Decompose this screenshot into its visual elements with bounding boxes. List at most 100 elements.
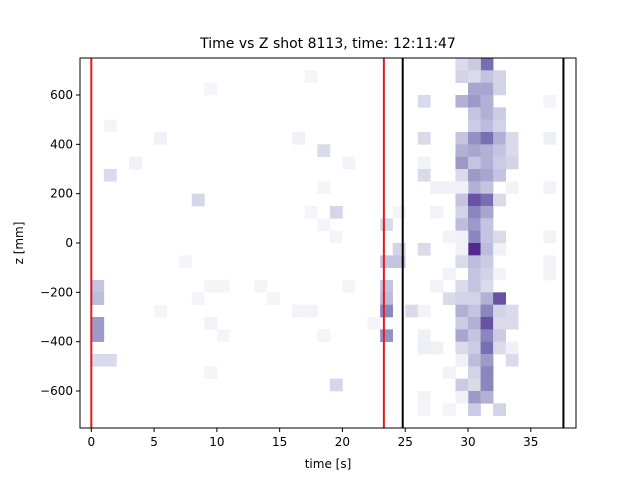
heatmap-cell <box>468 156 481 170</box>
heatmap-cell <box>329 378 343 392</box>
x-tick-label: 0 <box>87 435 95 449</box>
heatmap-cell <box>204 317 218 330</box>
heatmap-cell <box>480 132 494 145</box>
heatmap-cell <box>480 218 494 231</box>
heatmap-cell <box>455 181 469 194</box>
heatmap-cell <box>468 378 481 392</box>
heatmap-cell <box>455 317 469 330</box>
heatmap-cell <box>505 354 519 367</box>
heatmap-cell <box>417 95 431 108</box>
heatmap-cell <box>543 181 557 194</box>
y-axis-title: z [mm] <box>12 222 26 265</box>
heatmap-cell <box>480 341 494 355</box>
heatmap-cell <box>493 304 506 318</box>
heatmap-cell <box>191 292 205 305</box>
heatmap-cell <box>455 280 469 293</box>
heatmap-cell <box>468 280 481 293</box>
heatmap-cell <box>505 144 519 157</box>
heatmap-cell <box>480 58 494 71</box>
heatmap-cell <box>468 70 481 83</box>
heatmap-cell <box>468 119 481 133</box>
heatmap-cell <box>480 193 494 207</box>
heatmap-cell <box>154 304 167 318</box>
heatmap-cell <box>380 280 393 293</box>
heatmap-cell <box>442 181 456 194</box>
heatmap-cell <box>204 366 218 379</box>
heatmap-cell <box>480 366 494 379</box>
heatmap-cell <box>417 403 431 416</box>
heatmap-cell <box>468 58 481 71</box>
heatmap-cell <box>292 132 306 145</box>
x-axis-title: time [s] <box>305 457 352 471</box>
heatmap-cell <box>493 292 506 305</box>
heatmap-cell <box>254 280 268 293</box>
heatmap-cell <box>468 292 481 305</box>
heatmap-cell <box>480 144 494 157</box>
heatmap-cell <box>455 95 469 108</box>
x-tick-label: 10 <box>209 435 224 449</box>
heatmap-cell <box>455 378 469 392</box>
heatmap-cell <box>455 292 469 305</box>
heatmap-cell <box>442 267 456 281</box>
heatmap-cell <box>505 181 519 194</box>
heatmap-cell <box>493 329 506 342</box>
heatmap-cell <box>455 132 469 145</box>
y-tick-label: −200 <box>40 285 73 299</box>
heatmap-cell <box>480 292 494 305</box>
heatmap-cell <box>216 329 230 342</box>
heatmap-cell <box>468 267 481 281</box>
heatmap-cell <box>380 329 393 342</box>
heatmap-cell <box>430 341 444 355</box>
heatmap-cell <box>191 193 205 207</box>
heatmap-cell <box>91 292 105 305</box>
heatmap-cell <box>455 255 469 268</box>
heatmap-cell <box>304 70 318 83</box>
x-axis: 0 5 10 15 20 25 30 35 <box>87 428 538 449</box>
heatmap-cell <box>480 304 494 318</box>
heatmap-cell <box>468 230 481 244</box>
heatmap-cell <box>493 82 506 96</box>
y-axis: −600 −400 −200 0 200 400 600 <box>40 88 80 398</box>
heatmap-cell <box>505 156 519 170</box>
y-tick-label: 0 <box>65 236 73 250</box>
heatmap-cell <box>480 95 494 108</box>
heatmap-cell <box>329 206 343 219</box>
heatmap-cell <box>468 169 481 182</box>
heatmap-cell <box>480 243 494 256</box>
x-tick-label: 25 <box>398 435 413 449</box>
heatmap-cell <box>304 206 318 219</box>
heatmap-cell <box>468 144 481 157</box>
heatmap-cell <box>480 378 494 392</box>
heatmap-cell <box>468 181 481 194</box>
heatmap-cell <box>543 132 557 145</box>
heatmap-cell <box>380 255 393 268</box>
heatmap-cell <box>204 82 218 96</box>
heatmap-cell <box>480 230 494 244</box>
heatmap-cell <box>468 354 481 367</box>
heatmap-cell <box>91 354 105 367</box>
heatmap-cell <box>493 230 506 244</box>
heatmap-cell <box>493 144 506 157</box>
heatmap-cell <box>455 354 469 367</box>
heatmap-cell <box>468 193 481 207</box>
heatmap-cell <box>455 391 469 404</box>
heatmap-cell <box>455 329 469 342</box>
heatmap-cell <box>103 354 117 367</box>
heatmap-cell <box>455 58 469 71</box>
heatmap-cell <box>442 366 456 379</box>
heatmap-cell <box>543 95 557 108</box>
heatmap-cell <box>480 206 494 219</box>
heatmap-cell <box>543 230 557 244</box>
heatmap-cell <box>367 317 381 330</box>
heatmap-cells <box>91 58 557 416</box>
heatmap-cell <box>493 193 506 207</box>
heatmap-cell <box>417 341 431 355</box>
heatmap-cell <box>380 292 393 305</box>
heatmap-cell <box>493 169 506 182</box>
heatmap-cell <box>493 403 506 416</box>
heatmap-cell <box>480 267 494 281</box>
heatmap-cell <box>468 317 481 330</box>
heatmap-cell <box>317 218 331 231</box>
heatmap-cell <box>417 169 431 182</box>
